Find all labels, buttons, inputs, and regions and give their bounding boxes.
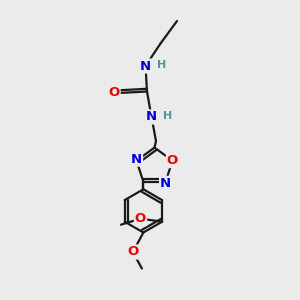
Text: O: O <box>108 86 120 100</box>
Text: N: N <box>140 59 151 73</box>
Text: O: O <box>127 245 139 259</box>
Text: O: O <box>135 212 146 225</box>
Text: N: N <box>146 110 157 124</box>
Text: N: N <box>131 153 142 166</box>
Text: O: O <box>167 154 178 167</box>
Text: H: H <box>158 59 166 70</box>
Text: H: H <box>164 110 172 121</box>
Text: N: N <box>160 177 171 190</box>
